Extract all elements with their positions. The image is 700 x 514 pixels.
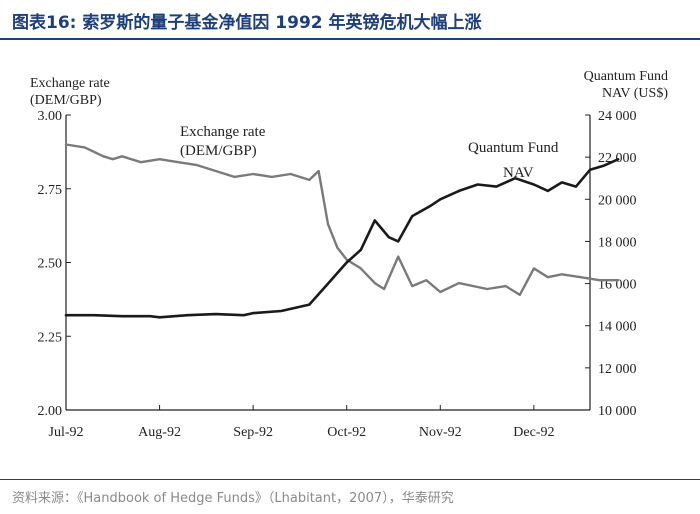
- source-divider: [0, 479, 700, 480]
- right-tick-label: 14 000: [598, 320, 637, 335]
- right-tick-label: 20 000: [598, 193, 637, 208]
- fund-annotation-line2: NAV: [503, 165, 534, 181]
- left-tick-label: 2.00: [38, 404, 63, 419]
- exchange-rate-line: [64, 143, 620, 297]
- left-tick-label: 2.25: [38, 330, 63, 345]
- x-tick-label: Oct-92: [327, 425, 366, 440]
- x-tick-label: Nov-92: [419, 425, 462, 440]
- fund-annotation-line1: Quantum Fund: [468, 140, 559, 156]
- left-tick-label: 2.50: [38, 257, 63, 272]
- x-tick-label: Aug-92: [138, 425, 181, 440]
- left-tick-label: 3.00: [38, 109, 63, 124]
- source-note: 资料来源：《Handbook of Hedge Funds》（Lhabitant…: [12, 491, 454, 506]
- x-tick-label: Dec-92: [513, 425, 554, 440]
- right-tick-label: 18 000: [598, 235, 637, 250]
- quantum-fund-nav-line: [64, 158, 620, 319]
- left-axis-label-line2: (DEM/GBP): [30, 93, 102, 108]
- left-axis-label-line1: Exchange rate: [30, 76, 110, 91]
- right-tick-label: 24 000: [598, 109, 637, 124]
- dual-axis-line-chart: Exchange rate (DEM/GBP) Quantum Fund NAV…: [30, 69, 668, 440]
- exchange-rate-annotation-line2: (DEM/GBP): [180, 143, 257, 159]
- title-divider: [0, 38, 700, 40]
- right-tick-label: 12 000: [598, 362, 637, 377]
- right-axis-label-line2: NAV (US$): [602, 86, 668, 101]
- x-tick-label: Jul-92: [49, 425, 84, 440]
- x-tick-label: Sep-92: [233, 425, 273, 440]
- right-axis-label-line1: Quantum Fund: [584, 69, 668, 84]
- exchange-rate-annotation-line1: Exchange rate: [180, 124, 266, 140]
- left-tick-label: 2.75: [38, 183, 63, 198]
- figure-title: 图表16: 索罗斯的量子基金净值因 1992 年英镑危机大幅上涨: [12, 13, 482, 33]
- right-tick-label: 10 000: [598, 404, 637, 419]
